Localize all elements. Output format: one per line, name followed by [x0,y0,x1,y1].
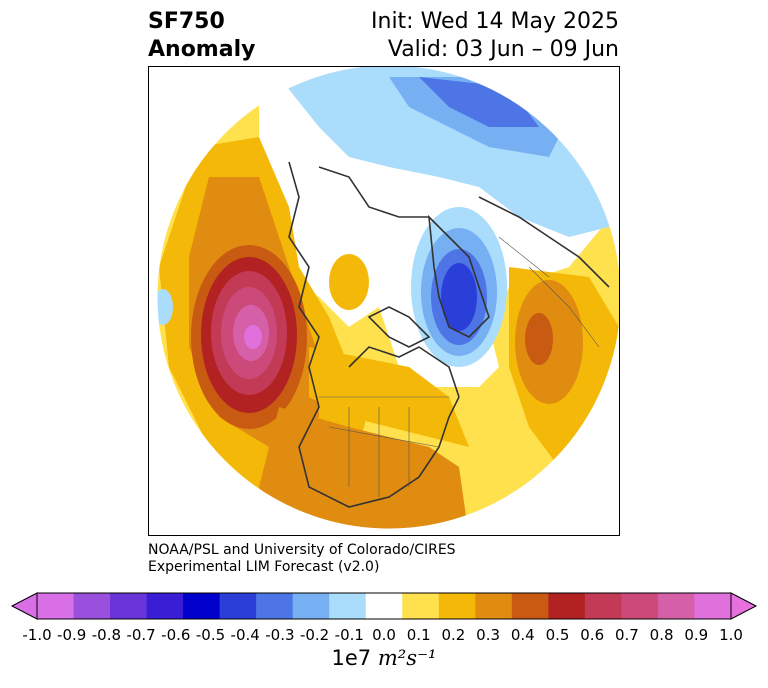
colorbar-segment [475,593,513,619]
political-borders [319,236,600,497]
colorbar-tick-label: 0.0 [372,626,396,644]
colorbar-extend-high [730,592,758,620]
colorbar-segment [511,593,549,619]
credit-text: NOAA/PSL and University of Colorado/CIRE… [148,542,456,576]
colorbar-tick-label: -0.2 [299,626,330,644]
anomaly-pos-namerica [259,407,469,529]
colorbar-segment [548,593,586,619]
map-title-right: Init: Wed 14 May 2025 Valid: 03 Jun – 09… [371,8,619,64]
map-panel [148,66,620,536]
colorbar-tick-label: -0.5 [195,626,226,644]
colorbar-tick-label: 0.5 [545,626,570,644]
colorbar-segment [365,593,403,619]
units-prefix: 1e7 [331,646,372,670]
anomaly-pos-pacific-core [244,325,262,349]
colorbar-segment [256,593,294,619]
colorbar-tick-label: 0.1 [406,626,431,644]
colorbar-tick-label: -0.7 [126,626,156,644]
colorbar-tick-label: 0.3 [476,626,501,644]
credit-line-2: Experimental LIM Forecast (v2.0) [148,559,380,575]
colorbar-segment [73,593,111,619]
colorbar-segment [146,593,184,619]
credit-line-1: NOAA/PSL and University of Colorado/CIRE… [148,542,456,558]
colorbar-tick-label: 0.8 [649,626,674,644]
colorbar-tick-label: 1.0 [719,626,743,644]
colorbar-segment [694,593,732,619]
colorbar-tick-label: -0.3 [265,626,295,644]
colorbar [10,592,758,620]
colorbar-tick-label: -1.0 [22,626,52,644]
colorbar-segment [110,593,148,619]
colorbar-units: 1e7 m²s⁻¹ [0,646,768,670]
colorbar-outline [36,592,732,620]
variable-name: SF750 [148,9,225,34]
map-boundary [156,67,619,530]
anomaly-pos-eurasia-dark [525,313,553,365]
colorbar-segment [657,593,695,619]
valid-range: Valid: 03 Jun – 09 Jun [387,37,619,62]
colorbar-tick-label: -0.9 [57,626,87,644]
colorbar-segment [219,593,257,619]
colorbar-tick-label: 0.9 [684,626,709,644]
colorbar-segment [292,593,330,619]
colorbar-segment [329,593,367,619]
colorbar-tick-label: -0.1 [334,626,364,644]
colorbar-segment [621,593,659,619]
units-math: m²s⁻¹ [377,646,437,670]
colorbar-ticks: -1.0 -0.9 -0.8 -0.7 -0.6 -0.5 -0.4 -0.3 -0.2 -0.1… [0,626,768,646]
init-date: Init: Wed 14 May 2025 [371,9,619,34]
colorbar-tick-label: 0.6 [580,626,605,644]
anomaly-pos-center-orange [329,254,369,310]
map-title-left: SF750 Anomaly [148,8,255,64]
anomaly-neg-west-edge [157,289,173,325]
colorbar-tick-label: -0.8 [91,626,122,644]
colorbar-extend-low [10,592,38,620]
colorbar-tick-label: 0.2 [441,626,466,644]
colorbar-segment [584,593,622,619]
colorbar-segment [183,593,221,619]
field-type: Anomaly [148,37,256,62]
colorbar-tick-label: 0.7 [614,626,639,644]
colorbar-segment [37,593,75,619]
colorbar-tick-label: -0.6 [161,626,191,644]
colorbar-segment [402,593,440,619]
anomaly-map [156,67,619,530]
colorbar-segment [438,593,476,619]
colorbar-tick-label: -0.4 [230,626,260,644]
anomaly-neg-europe-core [441,263,477,331]
colorbar-tick-label: 0.4 [510,626,535,644]
